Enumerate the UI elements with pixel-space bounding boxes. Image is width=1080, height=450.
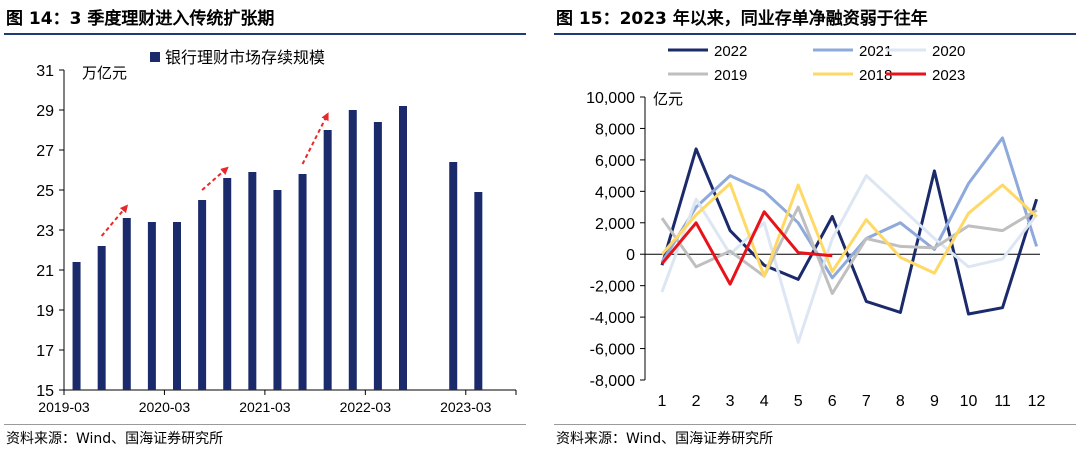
y-tick-label: 15 [36,383,54,400]
y-tick-label: 27 [36,143,54,160]
bar-2019-03 [72,262,81,390]
series-line-2020 [660,174,1038,344]
figure-14-footer-rule [4,424,526,425]
legend-swatch [150,52,160,62]
y-tick-label: 23 [36,223,54,240]
bar-2021-03 [273,190,282,390]
legend-label-2018: 2018 [859,67,892,84]
y-tick-label: -2,000 [590,279,635,296]
y-tick-label: 10,000 [586,90,635,107]
y-tick-label: 17 [36,343,54,360]
figure-15-footer-rule [554,424,1076,425]
legend-label-2019: 2019 [714,67,747,84]
series-line-2023 [660,210,833,286]
legend-label-2020: 2020 [932,43,965,60]
legend-label-2023: 2023 [932,67,965,84]
x-tick-label: 9 [930,393,939,410]
figure-14-title: 图 14：3 季度理财进入传统扩张期 [6,9,275,29]
x-tick-label: 2 [692,393,701,410]
series-line-2021 [660,136,1039,280]
ncd-net-financing-line-chart: -8,000 -6,000 -4,000 -2,000 0 2,000 4,000 6,000… [586,43,1046,410]
y-tick-label: 31 [36,63,54,80]
bank-wealth-bar-chart: 15 17 19 21 23 25 27 29 31 万亿元 银行理财市场存续规模 2019-03 20… [36,49,517,415]
bar-2019-12 [147,222,156,390]
x-tick-label: 6 [828,393,837,410]
y-tick-label: 6,000 [595,153,635,170]
series-line-2018 [660,182,1038,278]
bar-2019-06 [97,246,106,390]
x-tick-label: 2022-03 [340,399,392,415]
bar-2022-12 [449,162,458,390]
x-tick-label: 4 [760,393,769,410]
y-tick-label: 4,000 [595,184,635,201]
x-tick-label: 2021-03 [239,399,291,415]
growth-arrow-2 [201,166,229,191]
bar-2020-06 [198,200,207,390]
figure-15-title: 图 15：2023 年以来，同业存单净融资弱于往年 [556,9,928,29]
bar-2021-09 [323,130,332,390]
figure-14-title-rule [4,33,526,35]
y-tick-label: 29 [36,103,54,120]
figure-15-source: 资料来源：Wind、国海证券研究所 [556,431,774,447]
x-tick-label: 10 [960,393,978,410]
y-tick-label: -4,000 [590,310,635,327]
series-line-2022 [660,147,1039,316]
legend-label-2021: 2021 [859,43,892,60]
bar-2020-09 [223,178,232,390]
x-tick-label: 3 [726,393,735,410]
y-tick-label: -8,000 [590,373,635,390]
x-tick-label: 12 [1028,393,1046,410]
y-tick-label: 2,000 [595,216,635,233]
bar-2019-09 [122,218,131,390]
y-axis-unit-label: 万亿元 [82,65,127,82]
x-tick-label: 2020-03 [139,399,191,415]
x-tick-label: 7 [862,393,871,410]
figure-14-source: 资料来源：Wind、国海证券研究所 [6,431,224,447]
y-tick-label: 0 [626,247,635,264]
y-tick-label: -6,000 [590,342,635,359]
bar-2021-12 [348,110,357,390]
x-tick-label: 1 [658,393,667,410]
bar-2020-12 [248,172,257,390]
x-tick-label: 2019-03 [38,399,90,415]
bar-2021-06 [298,174,307,390]
y-tick-label: 19 [36,303,54,320]
bar-2022-06 [399,106,407,390]
y-tick-label: 21 [36,263,54,280]
legend-label-2022: 2022 [714,43,747,60]
x-tick-label: 5 [794,393,803,410]
figure-15-title-rule [554,33,1076,35]
bar-2022-03 [373,122,382,390]
series-line-2019 [660,205,1038,295]
growth-arrow-3 [301,112,329,165]
bar-2020-03 [173,222,181,390]
y-tick-label: 8,000 [595,121,635,138]
figure-14-panel: 图 14：3 季度理财进入传统扩张期 15 17 19 21 23 25 27 29 31 万亿元… [0,0,530,450]
y-axis-unit-label: 亿元 [653,91,683,108]
legend-label: 银行理财市场存续规模 [165,49,325,67]
bar-2023-03 [474,192,483,390]
x-tick-label: 11 [994,393,1011,410]
figure-15-panel: 图 15：2023 年以来，同业存单净融资弱于往年 -8,000 -6,000 -4… [550,0,1080,450]
x-tick-label: 2023-03 [440,399,492,415]
x-tick-label: 8 [896,393,905,410]
y-tick-label: 25 [36,183,54,200]
